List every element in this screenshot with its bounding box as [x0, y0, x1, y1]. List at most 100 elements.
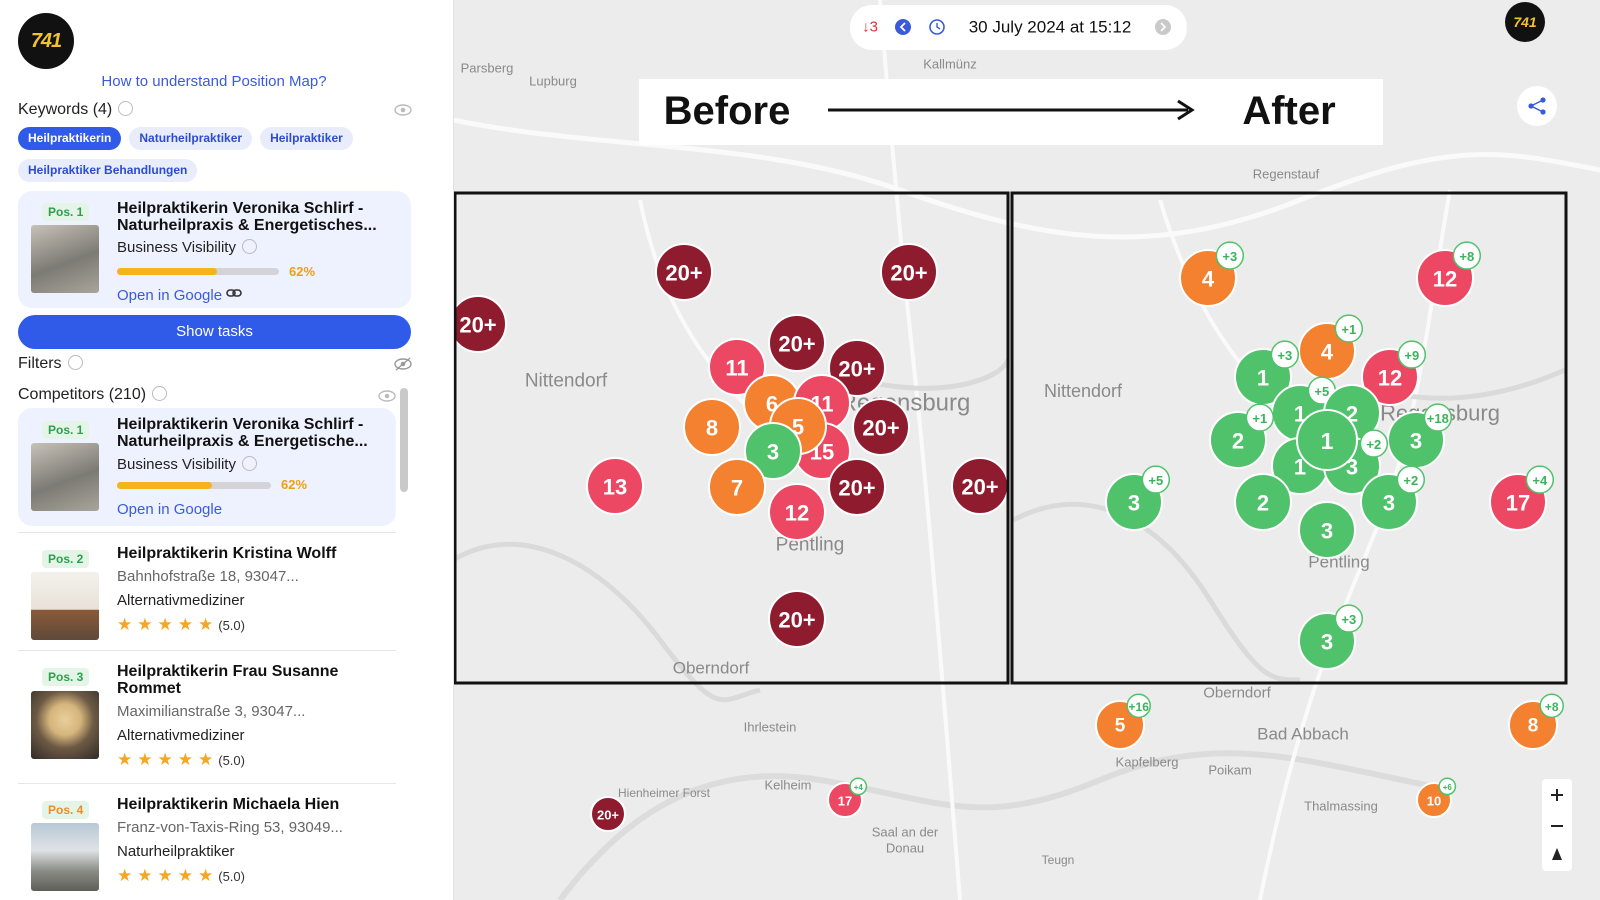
rank-marker[interactable]: 4 +1	[1298, 314, 1364, 380]
change-badge	[1141, 465, 1171, 494]
show-tasks-button[interactable]: Show tasks	[18, 315, 411, 349]
road	[557, 750, 1451, 900]
rank-marker[interactable]: 3 +2	[1360, 465, 1426, 531]
compass[interactable]	[1552, 848, 1562, 860]
competitor-item[interactable]: Pos. 2 Heilpraktikerin Kristina Wolff Bahn…	[18, 537, 396, 647]
business-card: Pos. 1 Heilpraktikerin Veronika Schlirf …	[18, 191, 411, 308]
date-change[interactable]: ↓3	[862, 19, 878, 36]
rank-marker[interactable]: 20+	[768, 314, 826, 372]
marker-rank: 3	[1410, 429, 1422, 454]
rank-marker[interactable]: 4 +3	[1179, 241, 1245, 307]
rank-marker[interactable]: 17+4	[827, 777, 868, 818]
marker-rank: 20+	[961, 475, 998, 500]
rank-marker[interactable]: 5+16	[1095, 693, 1151, 750]
eye-icon[interactable]	[378, 389, 396, 403]
rank-marker[interactable]: 3 +18	[1387, 403, 1453, 469]
info-icon[interactable]	[152, 386, 168, 401]
google-link[interactable]: Open in Google	[117, 501, 223, 518]
info-icon[interactable]	[241, 239, 257, 254]
marker-circle	[852, 398, 910, 456]
help-link[interactable]: How to understand Position Map?	[101, 73, 327, 90]
star-icon: ★	[198, 615, 214, 634]
zoom-in[interactable]	[1551, 789, 1563, 801]
marker-rank: 11	[725, 356, 748, 381]
rating: ★ ★ ★ ★ ★ (5.0)	[117, 866, 387, 886]
competitor-address: Franz-von-Taxis-Ring 53, 93049...	[117, 819, 343, 836]
rank-marker[interactable]: 20+	[655, 243, 713, 301]
rank-marker[interactable]: 11	[708, 338, 766, 396]
keyword-chip[interactable]: Heilpraktiker	[260, 127, 353, 150]
competitor-item[interactable]: Pos. 4 Heilpraktikerin Michaela Hien Franz…	[18, 788, 396, 900]
competitor-item[interactable]: Pos. 3 Heilpraktikerin Frau Susanne Romme…	[18, 655, 396, 780]
place-label: Oberndorf	[1203, 685, 1271, 702]
competitor-item[interactable]: Pos. 1 Heilpraktikerin Veronika Schlirf -…	[18, 408, 396, 526]
rank-marker[interactable]: 8	[683, 398, 741, 456]
rank-change: +3	[1341, 612, 1356, 627]
marker-rank: 12	[1378, 366, 1402, 391]
road	[453, 541, 761, 703]
rank-marker[interactable]: 3	[1298, 501, 1356, 559]
prev-button[interactable]	[895, 19, 911, 35]
marker-rank: 8	[706, 416, 718, 441]
rank-marker[interactable]: 3	[744, 422, 802, 480]
place-label: Kelheim	[765, 778, 812, 793]
rank-marker[interactable]: 12	[768, 483, 826, 541]
rank-marker[interactable]: 3 +5	[1105, 465, 1171, 531]
after-panel: 4+312+84+11+312+91+522+13+181 3+213+52 3+2…	[1105, 241, 1555, 670]
info-icon[interactable]	[118, 101, 134, 116]
rank-marker[interactable]: 7	[708, 458, 766, 516]
keyword-chip[interactable]: Naturheilpraktiker	[129, 127, 253, 150]
visibility-bar	[117, 482, 213, 489]
rank-marker[interactable]: 3 +3	[1298, 604, 1364, 670]
rank-change: +5	[1314, 384, 1329, 399]
eye-icon[interactable]	[394, 103, 412, 117]
rank-marker[interactable]: 20+	[880, 243, 938, 301]
history-icon[interactable]	[929, 19, 945, 35]
next-icon	[1160, 22, 1167, 32]
rank-marker[interactable]: 2 +1	[1209, 403, 1275, 469]
rank-marker[interactable]: 20+	[768, 590, 826, 648]
rank-marker[interactable]: 13	[586, 457, 644, 515]
after-label: After	[1242, 89, 1335, 133]
before-frame	[453, 191, 1010, 685]
keyword-chip[interactable]: Heilpraktiker Behandlungen	[18, 159, 198, 182]
rank-marker[interactable]: 1 +3	[1234, 340, 1300, 406]
competitor-photo	[31, 823, 99, 891]
share-button[interactable]	[1517, 86, 1557, 126]
rank-marker[interactable]: 8 +8	[1508, 693, 1564, 750]
google-link[interactable]: Open in Google	[117, 287, 223, 304]
hidden-eye-icon[interactable]	[394, 357, 412, 371]
sidebar: 741 How to understand Position Map? Keyw…	[0, 0, 454, 900]
map-logo-bg[interactable]	[1505, 2, 1545, 42]
rank-marker[interactable]: 12+8	[1416, 241, 1482, 307]
rank-marker[interactable]: 12+9	[1361, 340, 1427, 406]
next-button[interactable]	[1155, 19, 1171, 35]
rank-marker[interactable]: 20+	[828, 458, 886, 516]
marker-rank: 4	[1321, 340, 1334, 365]
date-toolbar	[850, 5, 1187, 50]
place-label: Hienheimer Forst	[618, 786, 711, 800]
marker-rank: 10	[1427, 794, 1441, 809]
scrollbar[interactable]	[400, 388, 408, 492]
marker-circle	[1296, 409, 1358, 471]
rank-marker[interactable]: 20+	[852, 398, 910, 456]
change-badge	[1126, 693, 1151, 719]
marker-rank: 20+	[778, 332, 815, 357]
rank-change: +5	[1148, 473, 1163, 488]
rank-marker[interactable]: 20+	[951, 457, 1008, 515]
rank-marker[interactable]: 10+6	[1416, 777, 1457, 818]
rank-marker[interactable]: 20+	[453, 295, 507, 353]
rank-marker[interactable]: 17+4	[1489, 465, 1555, 531]
logo[interactable]: 741	[18, 13, 74, 69]
rank-marker[interactable]: 20+	[828, 339, 886, 397]
change-badge	[849, 777, 868, 796]
change-badge	[1396, 465, 1426, 494]
change-badge	[1452, 241, 1482, 270]
info-icon[interactable]	[67, 355, 83, 370]
rank-marker[interactable]: 2	[1234, 473, 1292, 531]
info-icon[interactable]	[241, 456, 257, 471]
rank-marker[interactable]: 1	[1296, 409, 1358, 471]
rank-marker[interactable]: 20+	[590, 796, 626, 832]
keyword-chip[interactable]: Heilpraktikerin	[18, 127, 122, 150]
